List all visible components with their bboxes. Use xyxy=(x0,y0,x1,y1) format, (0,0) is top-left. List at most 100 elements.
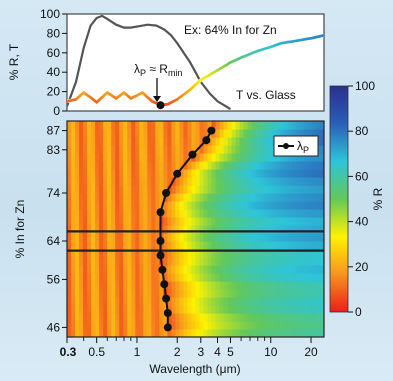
heatmap-cell xyxy=(319,265,324,274)
heatmap-cell xyxy=(71,193,76,202)
heatmap-cell xyxy=(283,129,289,138)
lambda-p-point xyxy=(202,136,211,145)
heatmap-cell xyxy=(99,249,104,258)
heatmap-cell xyxy=(143,241,148,250)
heatmap-cell xyxy=(71,305,76,314)
heatmap-cell xyxy=(219,297,225,306)
heatmap-cell xyxy=(83,249,88,258)
heatmap-cell xyxy=(87,209,92,218)
heatmap-cell xyxy=(263,137,269,146)
heatmap-cell xyxy=(87,265,92,274)
heatmap-cell xyxy=(263,177,269,186)
heatmap-cell xyxy=(115,185,120,194)
heatmap-cell xyxy=(159,185,164,194)
heatmap-cell xyxy=(115,265,120,274)
heatmap-cell xyxy=(75,121,80,130)
heatmap-cell xyxy=(95,129,100,138)
heatmap-cell xyxy=(211,329,217,337)
heatmap-cell xyxy=(203,321,209,330)
heatmap-cell xyxy=(195,313,201,322)
heatmap-cell xyxy=(183,297,189,306)
heatmap-cell xyxy=(203,257,209,266)
heatmap-cell xyxy=(203,193,209,202)
heatmap-cell xyxy=(271,241,277,250)
heatmap-cell xyxy=(115,233,120,242)
heatmap-cell xyxy=(211,305,217,314)
heatmap-cell xyxy=(135,289,140,298)
heatmap-cell xyxy=(239,185,245,194)
heatmap-cell xyxy=(127,193,132,202)
heatmap-cell xyxy=(215,329,221,337)
heatmap-cell xyxy=(123,145,128,154)
heatmap-cell xyxy=(219,281,225,290)
heatmap-cell xyxy=(299,161,305,170)
heatmap-cell xyxy=(155,121,160,130)
heatmap-cell xyxy=(127,225,132,234)
heatmap-cell xyxy=(227,249,233,258)
heatmap-cell xyxy=(131,225,136,234)
heatmap-cell xyxy=(87,233,92,242)
heatmap-cell xyxy=(203,177,209,186)
heatmap-cell xyxy=(99,121,104,130)
heatmap-cell xyxy=(251,217,257,226)
heatmap-cell xyxy=(311,297,317,306)
heatmap-cell xyxy=(279,321,285,330)
heatmap-cell xyxy=(131,193,136,202)
heatmap-cell xyxy=(319,169,324,178)
heatmap-cell xyxy=(179,273,185,282)
heatmap-cell xyxy=(167,161,173,170)
heatmap-legend: λP xyxy=(273,135,319,157)
heatmap-cell xyxy=(243,297,249,306)
heatmap-cell xyxy=(91,297,96,306)
heatmap-cell xyxy=(115,153,120,162)
heatmap-x-tick-label: 1 xyxy=(134,345,141,359)
heatmap-cell xyxy=(207,257,213,266)
heatmap-cell xyxy=(207,265,213,274)
heatmap-cell xyxy=(255,201,261,210)
heatmap-cell xyxy=(251,289,257,298)
heatmap-cell xyxy=(187,225,193,234)
heatmap-cell xyxy=(75,265,80,274)
heatmap-cell xyxy=(167,185,173,194)
top-y-tick-label: 20 xyxy=(47,85,61,99)
heatmap-cell xyxy=(75,145,80,154)
heatmap-cell xyxy=(231,249,237,258)
heatmap-cell xyxy=(223,225,229,234)
lambda-p-point xyxy=(156,251,165,260)
heatmap-cell xyxy=(171,241,177,250)
heatmap-cell xyxy=(127,313,132,322)
heatmap-cell xyxy=(115,257,120,266)
heatmap-cell xyxy=(303,153,309,162)
heatmap-cell xyxy=(231,305,237,314)
rmin-arrow-head xyxy=(153,96,161,102)
heatmap-cell xyxy=(147,169,152,178)
heatmap-cell xyxy=(215,241,221,250)
heatmap-cell xyxy=(311,185,317,194)
heatmap-cell xyxy=(227,225,233,234)
heatmap-cell xyxy=(147,193,152,202)
heatmap-cell xyxy=(147,177,152,186)
heatmap-cell xyxy=(235,305,241,314)
heatmap-cell xyxy=(279,129,285,138)
heatmap-cell xyxy=(179,209,185,218)
heatmap-cell xyxy=(267,145,273,154)
heatmap-cell xyxy=(171,329,177,337)
heatmap-cell xyxy=(155,153,160,162)
heatmap-cell xyxy=(295,177,301,186)
heatmap-cell xyxy=(287,281,293,290)
heatmap-cell xyxy=(247,137,253,146)
heatmap-cell xyxy=(71,281,76,290)
heatmap-cell xyxy=(107,177,112,186)
heatmap-cell xyxy=(127,297,132,306)
heatmap-cell xyxy=(315,249,321,258)
heatmap-cell xyxy=(295,273,301,282)
heatmap-cell xyxy=(235,201,241,210)
heatmap-cell xyxy=(167,305,173,314)
heatmap-cell xyxy=(119,137,124,146)
heatmap-cell xyxy=(127,121,132,130)
heatmap-cell xyxy=(87,121,92,130)
heatmap-cell xyxy=(227,201,233,210)
heatmap-cell xyxy=(191,297,197,306)
heatmap-cell xyxy=(127,289,132,298)
heatmap-cell xyxy=(263,233,269,242)
